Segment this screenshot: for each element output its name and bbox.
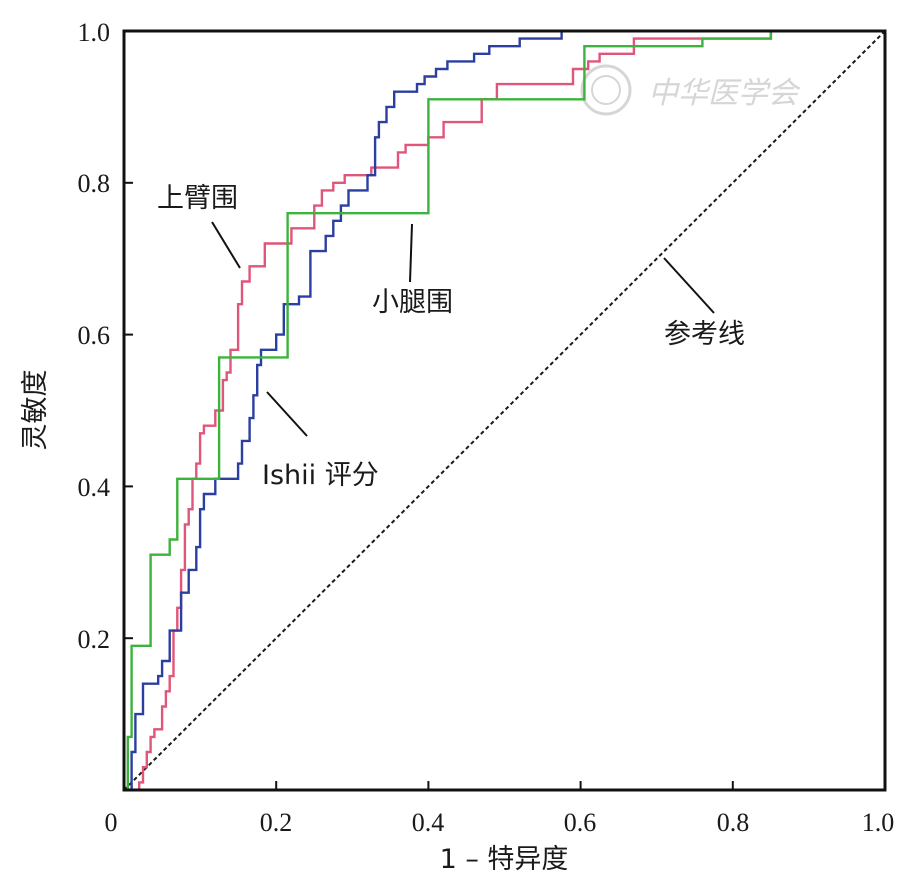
- y-tick-label-0: 0.2: [78, 625, 111, 654]
- watermark-seal-icon: [580, 64, 632, 116]
- x-tick-label-4: 0.8: [717, 808, 750, 837]
- x-axis-label: 1 – 特异度: [440, 844, 569, 875]
- watermark-seal-inner: [591, 75, 621, 105]
- tick-layer: [124, 181, 734, 790]
- leader-reference: [663, 257, 715, 314]
- series-line-3: [123, 30, 886, 791]
- series-line-2: [124, 29, 885, 792]
- annotation-reference: 参考线: [664, 319, 745, 350]
- annotation-calf: 小腿围: [372, 287, 453, 318]
- x-tick-label-3: 0.6: [564, 808, 597, 837]
- y-tick-label-1: 0.4: [78, 473, 111, 502]
- series-line-1: [124, 29, 885, 792]
- series-line-0: [124, 29, 885, 792]
- y-tick-label-2: 0.6: [78, 321, 111, 350]
- x-tick-label-5: 1.0: [862, 808, 895, 837]
- y-tick-label-3: 0.8: [78, 169, 111, 198]
- y-tick-label-4: 1.0: [78, 18, 111, 47]
- watermark-text: 中华医学会: [648, 76, 801, 111]
- series-layer: [123, 29, 886, 792]
- plot-frame: [122, 29, 887, 792]
- annotation-upper-arm: 上臂围: [157, 183, 238, 214]
- x-tick-label-1: 0.2: [260, 808, 293, 837]
- watermark: 中华医学会: [580, 64, 801, 116]
- leader-ishii: [266, 391, 308, 437]
- x-tick-label-2: 0.4: [412, 808, 445, 837]
- y-axis-label: 灵敏度: [20, 370, 51, 451]
- annotation-ishii: Ishii 评分: [262, 460, 379, 491]
- leader-upper-arm: [211, 221, 241, 269]
- x-tick-label-0: 0: [105, 808, 118, 837]
- leader-calf: [409, 223, 413, 283]
